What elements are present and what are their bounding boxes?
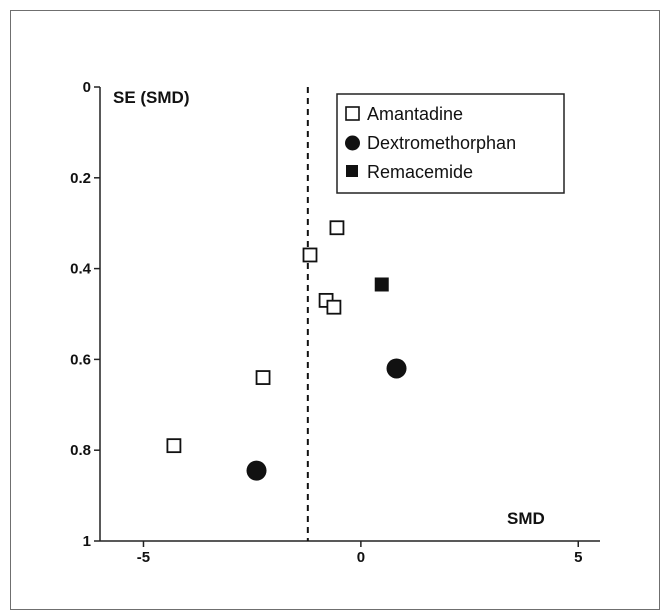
dextromethorphan-point [386,358,407,379]
x-tick-label: -5 [137,549,150,566]
y-axis-title: SE (SMD) [113,88,190,107]
data-points [166,220,407,481]
amantadine-point [302,247,318,263]
remacemide-point [374,277,389,292]
y-tick-label: 1 [83,533,91,550]
legend-item-remacemide: Remacemide [367,162,473,182]
y-tick-label: 0.4 [70,261,92,278]
legend-filled-circle-marker [345,135,360,151]
amantadine-point [326,299,342,315]
legend-open-square-marker [345,106,360,121]
dextromethorphan-point [246,460,267,481]
y-tick-label: 0.6 [70,351,91,368]
amantadine-point [166,438,182,454]
x-axis-title: SMD [507,509,545,528]
x-tick-label: 5 [574,549,582,566]
legend-item-amantadine: Amantadine [367,104,463,124]
legend-box [336,93,565,194]
x-tick-label: 0 [357,549,365,566]
y-tick-label: 0 [83,79,91,96]
legend-item-dextromethorphan: Dextromethorphan [367,133,516,153]
y-tick-label: 0.8 [70,442,91,459]
legend: Amantadine Dextromethorphan Remacemide [336,93,565,194]
legend-filled-square-marker [346,165,358,177]
amantadine-point [329,220,345,236]
axes [99,87,600,542]
amantadine-point [255,370,271,385]
ticks: -5 0 5 0 0.2 0.4 0.6 0.8 1 [70,79,582,566]
y-tick-label: 0.2 [70,170,91,187]
